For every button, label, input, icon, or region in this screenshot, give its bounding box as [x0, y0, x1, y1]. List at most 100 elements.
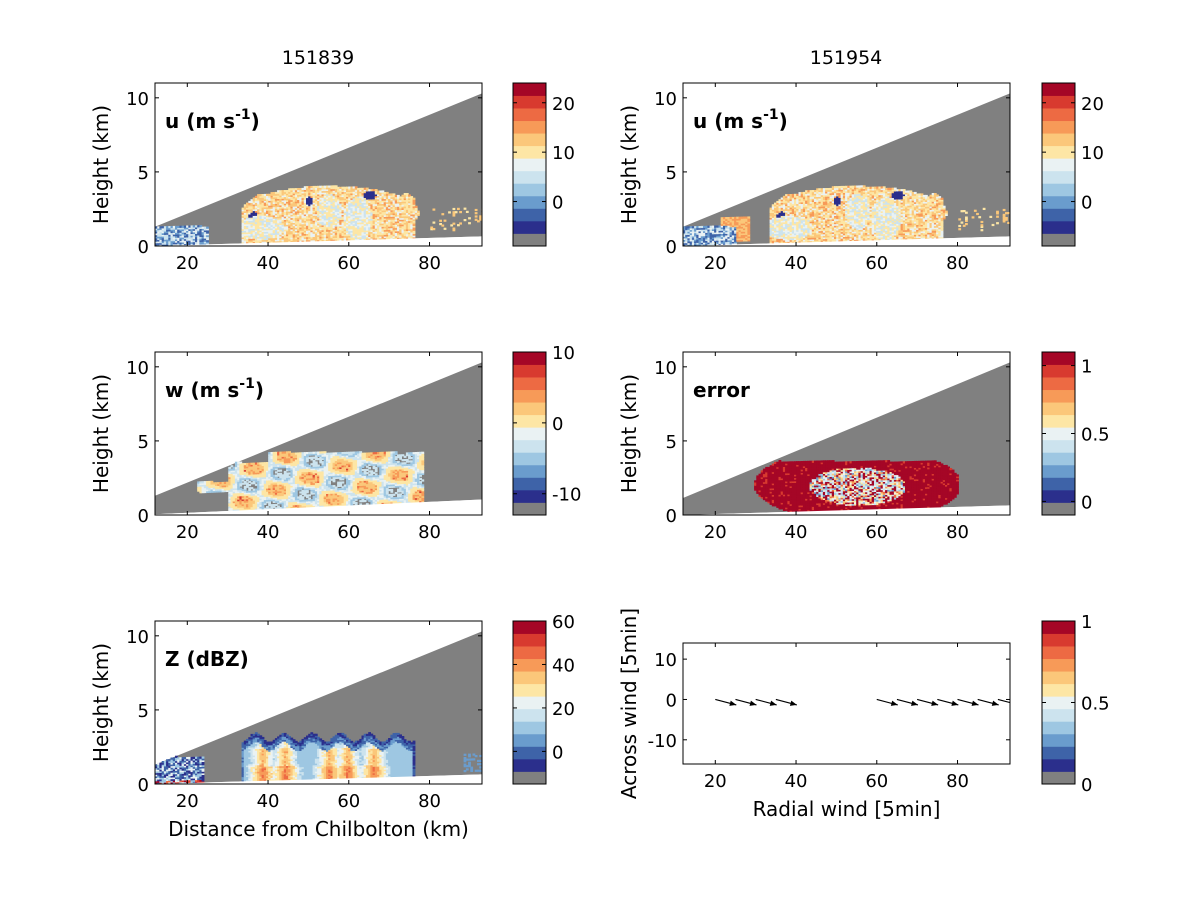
field-cell [723, 235, 726, 238]
field-cell [723, 233, 726, 236]
field-cell [392, 204, 396, 207]
field-cell [811, 217, 815, 220]
field-cell [394, 230, 398, 233]
column-title-right: 151954 [810, 47, 883, 69]
field-cell [359, 191, 363, 194]
field-cell [838, 189, 842, 192]
field-cell [301, 228, 305, 231]
field-cell [332, 211, 336, 214]
field-cell [854, 234, 857, 237]
field-cell [368, 212, 371, 215]
field-cell [323, 224, 327, 227]
field-cell [346, 201, 349, 204]
field-cell [798, 195, 802, 198]
field-cell [771, 207, 775, 210]
field-cell [882, 238, 886, 241]
field-cell [270, 206, 274, 209]
field-cell [374, 213, 378, 216]
field-cell [887, 187, 891, 190]
field-cell [283, 199, 287, 202]
field-cell [348, 199, 351, 202]
field-cell [798, 211, 802, 214]
field-cell [337, 193, 340, 196]
field-cell [840, 233, 844, 236]
field-cell [163, 229, 167, 232]
field-cell [893, 210, 897, 213]
field-cell [845, 207, 848, 210]
field-cell [827, 222, 831, 225]
field-cell [691, 236, 695, 239]
field-cell [357, 220, 360, 223]
field-cell [383, 192, 387, 195]
field-cell [696, 244, 700, 246]
field-cell [818, 217, 822, 220]
field-cell [321, 185, 325, 188]
field-cell [259, 212, 263, 215]
field-cell [357, 233, 360, 236]
field-cell [385, 231, 389, 234]
field-cell [809, 196, 813, 199]
field-cell [257, 225, 260, 228]
field-cell [845, 220, 848, 223]
field-cell [882, 235, 886, 238]
field-cell [791, 234, 795, 237]
field-cell [738, 233, 742, 236]
field-cell [720, 241, 724, 244]
field-cell [279, 209, 283, 212]
field-cell [197, 239, 200, 243]
field-cell [379, 205, 383, 208]
field-cell [206, 226, 209, 229]
field-cell [250, 233, 254, 236]
field-cell [197, 231, 200, 234]
field-cell [807, 226, 811, 229]
field-cell [787, 210, 791, 213]
field-cell [452, 222, 456, 225]
field-cell [350, 232, 354, 235]
field-cell [412, 212, 416, 215]
field-cell [818, 201, 822, 204]
field-cell [303, 225, 307, 228]
field-cell [805, 239, 808, 242]
field-cell [381, 234, 385, 237]
field-cell [303, 231, 307, 234]
field-cell [259, 233, 263, 236]
field-cell [731, 221, 735, 224]
field-cell [250, 241, 254, 244]
field-cell [341, 222, 345, 225]
field-cell [363, 191, 367, 194]
field-cell [379, 213, 383, 216]
field-cell [299, 222, 303, 225]
field-cell [871, 196, 875, 199]
field-cell [357, 204, 360, 207]
field-cell [785, 208, 788, 211]
field-cell [829, 238, 833, 241]
field-cell [878, 223, 882, 227]
field-cell [847, 195, 851, 198]
field-cell [809, 212, 813, 216]
colorbar-swatch [513, 95, 546, 109]
field-cell [377, 202, 380, 205]
field-cell [740, 229, 744, 232]
field-cell [820, 228, 824, 232]
field-cell [463, 207, 467, 210]
field-cell [385, 219, 389, 222]
field-cell [161, 226, 165, 229]
field-cell [794, 239, 797, 242]
field-cell [341, 238, 345, 242]
field-cell [350, 199, 354, 202]
field-cell [317, 231, 320, 234]
field-cell [241, 230, 245, 233]
field-cell [820, 212, 824, 215]
field-cell [787, 236, 791, 239]
field-cell [822, 194, 826, 197]
field-cell [885, 230, 888, 233]
field-cell [192, 238, 196, 241]
field-cell [332, 200, 336, 203]
field-cell [743, 234, 746, 237]
field-cell [359, 205, 363, 208]
field-cell [829, 200, 833, 204]
field-cell [401, 227, 405, 230]
field-cell [308, 202, 311, 205]
field-cell [330, 227, 334, 230]
field-cell [769, 225, 773, 228]
